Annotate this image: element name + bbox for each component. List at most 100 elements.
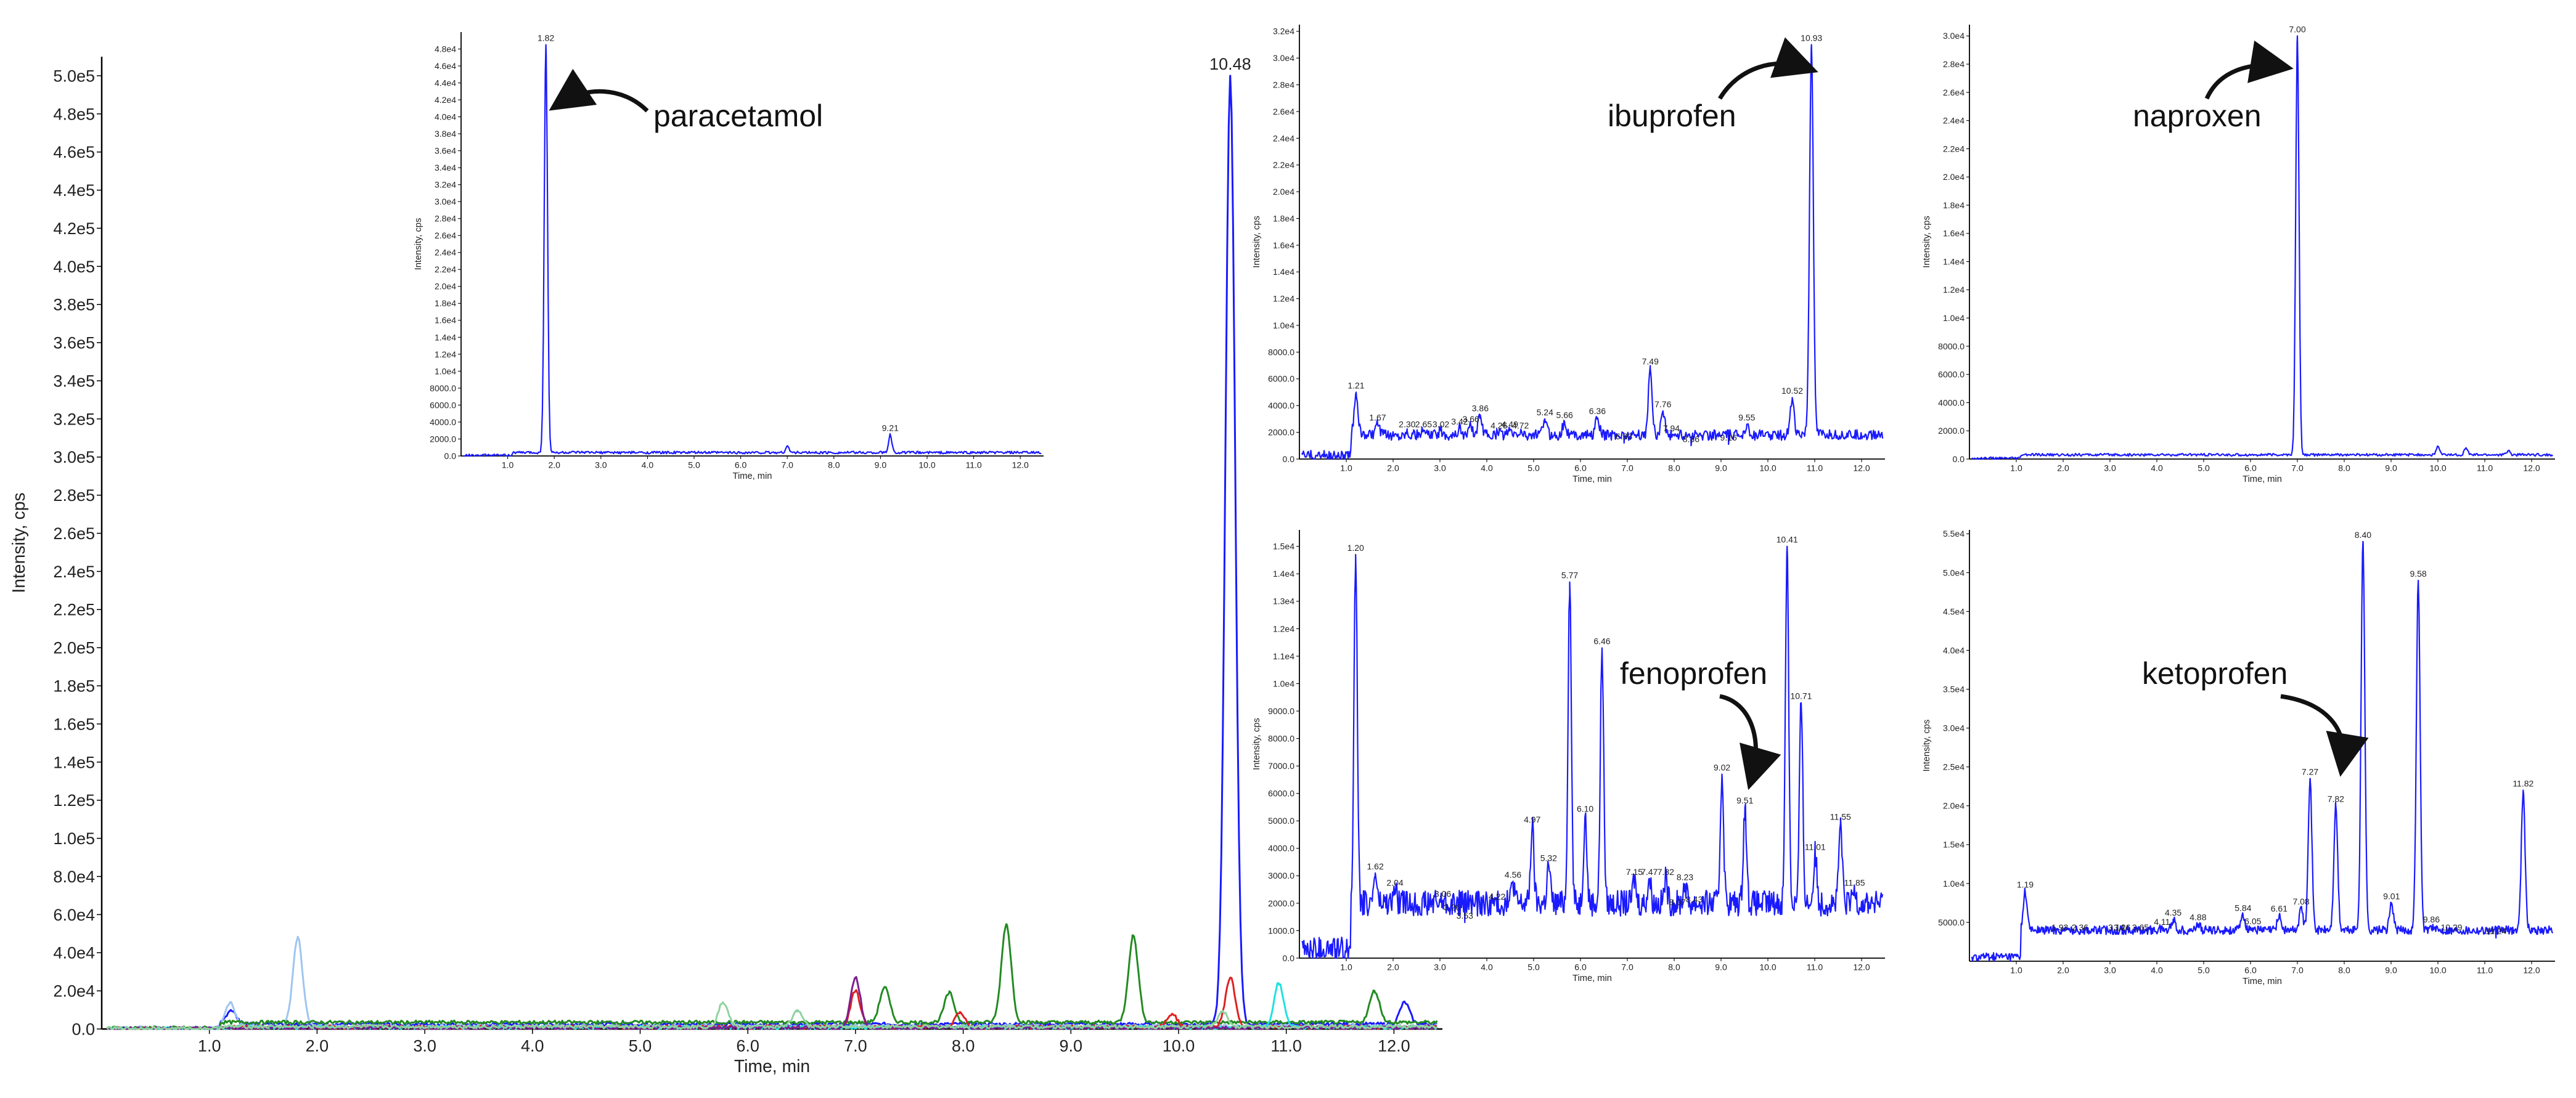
peak-label: 7.08 bbox=[2292, 897, 2309, 906]
y-tick-label: 6.0e4 bbox=[53, 906, 95, 924]
y-tick-label: 2.2e4 bbox=[1273, 160, 1294, 170]
x-tick-label: 2.0 bbox=[2057, 463, 2069, 473]
y-tick-label: 8.0e4 bbox=[53, 868, 95, 886]
y-tick-label: 4.8e4 bbox=[435, 44, 456, 54]
x-tick-label: 8.0 bbox=[2338, 463, 2350, 473]
peak-label: 11.85 bbox=[1844, 878, 1865, 888]
y-tick-label: 2.6e5 bbox=[53, 524, 95, 543]
peak-label: 3.06 bbox=[1434, 889, 1451, 898]
x-tick-label: 3.0 bbox=[413, 1036, 436, 1055]
y-tick-label: 5000.0 bbox=[1938, 917, 1965, 927]
y-tick-label: 2.4e4 bbox=[1943, 116, 1965, 126]
y-tick-label: 1.5e4 bbox=[1943, 840, 1965, 850]
y-tick-label: 8000.0 bbox=[1268, 347, 1294, 357]
x-tick-label: 9.0 bbox=[2385, 463, 2397, 473]
x-axis-title: Time, min bbox=[733, 471, 772, 481]
x-tick-label: 12.0 bbox=[2523, 463, 2540, 473]
annotation-arrows bbox=[549, 37, 2369, 791]
x-tick-label: 1.0 bbox=[502, 460, 514, 470]
x-tick-label: 8.0 bbox=[1668, 962, 1680, 972]
peak-label: 3.02 bbox=[1433, 419, 1449, 429]
series-line-0 bbox=[1301, 44, 1884, 460]
y-tick-label: 1.2e4 bbox=[1943, 285, 1965, 295]
peak-label: 1.93 bbox=[2051, 922, 2068, 932]
y-tick-label: 3.6e5 bbox=[53, 334, 95, 352]
peak-label: 7.47 bbox=[1641, 867, 1658, 877]
y-tick-label: 4.5e4 bbox=[1943, 606, 1965, 616]
x-tick-label: 9.0 bbox=[1715, 463, 1727, 473]
y-tick-label: 1.5e4 bbox=[1273, 542, 1294, 551]
y-tick-label: 3.5e4 bbox=[1943, 684, 1965, 694]
x-axis-title: Time, min bbox=[734, 1057, 810, 1076]
peak-label: 2.65 bbox=[1415, 419, 1432, 429]
main-chromatogram: 0.0 2.0e4 4.0e4 6.0e4 8.0e4 1.0e5 1.2e5 1.4e5 1.… bbox=[9, 55, 1442, 1076]
x-tick-label: 2.0 bbox=[548, 460, 560, 470]
peak-label: 9.01 bbox=[2383, 891, 2400, 901]
y-tick-label: 3.2e5 bbox=[53, 410, 95, 428]
y-tick-label: 4000.0 bbox=[430, 417, 456, 427]
x-tick-label: 12.0 bbox=[1853, 962, 1870, 972]
compound-name-label: naproxen bbox=[2133, 99, 2262, 133]
peak-label: 4.22 bbox=[1489, 892, 1505, 901]
y-tick-label: 1.6e4 bbox=[1943, 229, 1965, 238]
x-tick-label: 4.0 bbox=[521, 1036, 544, 1055]
x-tick-label: 6.0 bbox=[735, 460, 747, 470]
y-tick-label: 1.4e4 bbox=[435, 332, 456, 342]
y-tick-label: 2.0e5 bbox=[53, 639, 95, 657]
x-tick-label: 8.0 bbox=[952, 1036, 975, 1055]
x-tick-label: 7.0 bbox=[2291, 966, 2304, 975]
x-tick-label: 3.0 bbox=[1434, 463, 1446, 473]
x-tick-label: 3.0 bbox=[595, 460, 607, 470]
inset-paracetamol: 0.0 2000.0 4000.0 6000.0 8000.0 1.0e4 1.2e4 1.4… bbox=[414, 32, 1044, 481]
x-tick-label: 4.0 bbox=[2151, 463, 2163, 473]
x-tick-label: 3.0 bbox=[1434, 962, 1446, 972]
y-tick-label: 2.0e4 bbox=[53, 982, 95, 1001]
y-tick-label: 1.0e4 bbox=[1273, 320, 1294, 330]
y-tick-label: 1.8e4 bbox=[1273, 213, 1294, 223]
peak-label: 10.71 bbox=[1790, 691, 1812, 701]
x-tick-label: 11.0 bbox=[1270, 1036, 1302, 1055]
peak-label: 9.86 bbox=[2423, 914, 2440, 924]
y-tick-label: 3.0e4 bbox=[1273, 53, 1294, 63]
y-tick-label: 3.8e4 bbox=[435, 129, 456, 139]
y-tick-label: 1.0e4 bbox=[1943, 879, 1965, 889]
series-line-0 bbox=[1971, 35, 2553, 460]
compound-name-label: fenoprofen bbox=[1620, 656, 1767, 691]
arrow-ibuprofen bbox=[1718, 37, 1818, 100]
peak-label: 8.36 bbox=[1683, 434, 1699, 444]
peak-label: 5.32 bbox=[1540, 853, 1557, 863]
peak-label: 9.02 bbox=[1714, 763, 1730, 773]
x-tick-label: 11.0 bbox=[965, 460, 981, 470]
peak-label: 3.86 bbox=[1472, 403, 1489, 413]
y-tick-label: 3000.0 bbox=[1268, 871, 1294, 880]
y-tick-label: 7000.0 bbox=[1268, 761, 1294, 771]
compound-name-label: ibuprofen bbox=[1608, 99, 1736, 133]
y-tick-label: 1.4e4 bbox=[1273, 569, 1294, 579]
y-tick-label: 4.0e5 bbox=[53, 258, 95, 276]
y-tick-label: 2.2e4 bbox=[435, 264, 456, 274]
y-tick-label: 5.0e5 bbox=[53, 67, 95, 85]
y-tick-label: 2.8e4 bbox=[1273, 80, 1294, 90]
y-tick-label: 0.0 bbox=[1283, 454, 1295, 464]
peak-label: 3.53 bbox=[1457, 911, 1473, 921]
peak-label: 6.46 bbox=[1593, 636, 1610, 646]
series-line-6 bbox=[106, 1001, 1437, 1030]
peak-label: 4.88 bbox=[2190, 912, 2206, 922]
peak-label: 4.72 bbox=[1512, 421, 1529, 431]
x-tick-label: 12.0 bbox=[1012, 460, 1029, 470]
arrow-fenoprofen bbox=[1719, 694, 1781, 791]
y-tick-label: 1.8e5 bbox=[53, 677, 95, 696]
y-axis-title: Intensity, cps bbox=[1922, 216, 1932, 268]
y-tick-label: 2.0e4 bbox=[1273, 187, 1294, 197]
x-tick-label: 1.0 bbox=[2010, 966, 2022, 975]
y-tick-label: 1.0e4 bbox=[1943, 313, 1965, 323]
x-tick-label: 6.0 bbox=[1574, 962, 1587, 972]
y-tick-label: 3.0e4 bbox=[435, 197, 456, 206]
y-tick-label: 2000.0 bbox=[1268, 898, 1294, 908]
y-tick-label: 1.0e5 bbox=[53, 829, 95, 848]
x-tick-label: 5.0 bbox=[1527, 463, 1540, 473]
x-tick-label: 2.0 bbox=[1387, 962, 1399, 972]
x-tick-label: 8.0 bbox=[828, 460, 840, 470]
y-tick-label: 4.0e4 bbox=[1943, 645, 1965, 655]
y-tick-label: 1.6e5 bbox=[53, 715, 95, 733]
